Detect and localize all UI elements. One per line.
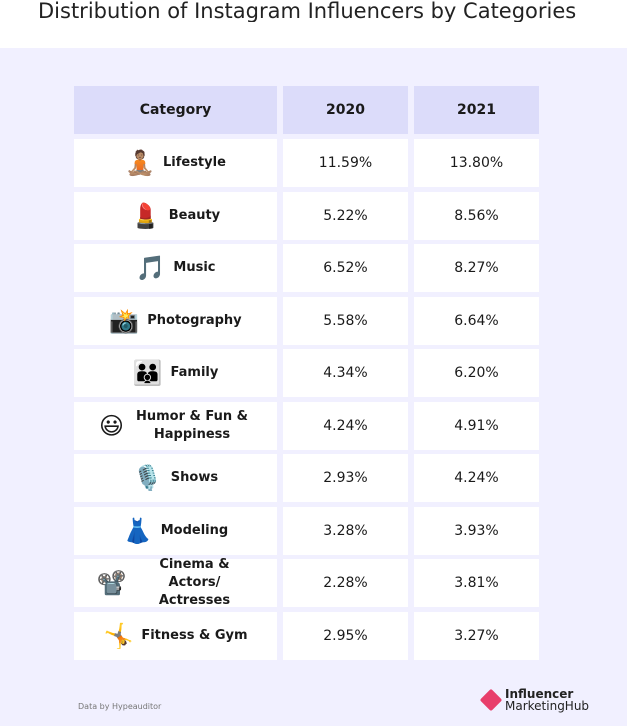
category-label: Cinema & Actors/ Actresses [158,557,231,608]
table-row-category: 🧘🏽 Lifestyle [74,139,277,187]
table-row-category: 👗 Modeling [74,506,277,555]
table-row-category: 🎙️ Shows [74,454,277,502]
category-content: 📽️ Cinema & Actors/ Actresses [97,556,255,610]
table-row-category: 📽️ Cinema & Actors/ Actresses [74,556,277,610]
grinning-face-icon: 😃 [98,411,125,440]
category-label: Lifestyle [162,155,226,170]
value-2021: 8.27% [414,244,539,292]
value-2020: 4.24% [283,401,408,450]
category-content: 👗 Modeling [123,519,228,543]
chart-title: Distribution of Instagram Influencers by… [38,0,577,22]
value-2021: 4.24% [414,454,539,502]
category-content: 🤸 Fitness & Gym [103,624,247,648]
logo-line-2: MarketingHub [505,699,590,713]
value-2020: 3.28% [283,506,408,555]
category-label: Beauty [168,207,221,223]
camera-with-flash-icon: 📸 [109,306,140,335]
category-label: Photography [147,312,242,328]
value-2021: 6.20% [414,349,539,397]
value-2021: 13.80% [414,139,539,187]
person-in-lotus-position-icon: 🧘🏽 [125,149,155,177]
column-header-2020: 2020 [283,86,408,134]
category-label: Modeling [160,522,229,538]
influencer-marketinghub-logo: Influencer MarketingHub [479,686,590,714]
lipstick-icon: 💄 [130,201,161,230]
category-content: 😃 Humor & Fun & Happiness [99,408,252,444]
value-2021: 3.93% [414,506,539,555]
table-row-category: 🤸 Fitness & Gym [74,611,277,660]
family-icon: 👪 [132,359,163,387]
category-label: Family [170,365,219,380]
value-2021: 4.91% [414,401,539,450]
column-header-category: Category [74,86,277,134]
table-row-category: 🎵 Music [74,244,277,292]
logo-line-1: Influencer [505,687,574,701]
category-label: Shows [170,470,219,485]
category-content: 💄 Beauty [131,204,220,228]
table-row-category: 😃 Humor & Fun & Happiness [74,401,277,450]
category-content: 🎙️ Shows [133,466,218,490]
table-row-category: 💄 Beauty [74,191,277,240]
category-label: Humor & Fun & Happiness [136,408,249,442]
value-2020: 5.22% [283,191,408,240]
studio-microphone-icon: 🎙️ [132,464,163,492]
value-2021: 3.81% [414,559,539,607]
value-2020: 2.28% [283,559,408,607]
value-2020: 2.95% [283,611,408,660]
value-2020: 4.34% [283,349,408,397]
value-2020: 5.58% [283,296,408,345]
logo-diamond-icon [479,688,503,712]
film-projector-icon: 📽️ [96,569,127,597]
category-content: 🎵 Music [136,256,216,280]
value-2021: 8.56% [414,191,539,240]
column-header-2021: 2021 [414,86,539,134]
person-cartwheeling-icon: 🤸 [103,621,134,650]
category-content: 🧘🏽 Lifestyle [125,151,226,175]
category-label: Fitness & Gym [141,627,248,643]
category-content: 📸 Photography [109,309,241,333]
value-2020: 2.93% [283,454,408,502]
value-2021: 3.27% [414,611,539,660]
value-2020: 11.59% [283,139,408,187]
category-content: 👪 Family [133,361,219,385]
category-label: Music [173,260,216,275]
dress-icon: 👗 [122,516,153,545]
value-2020: 6.52% [283,244,408,292]
data-source-note: Data by Hypeauditor [78,702,162,711]
musical-note-icon: 🎵 [135,254,166,282]
value-2021: 6.64% [414,296,539,345]
table-row-category: 👪 Family [74,349,277,397]
table-row-category: 📸 Photography [74,296,277,345]
